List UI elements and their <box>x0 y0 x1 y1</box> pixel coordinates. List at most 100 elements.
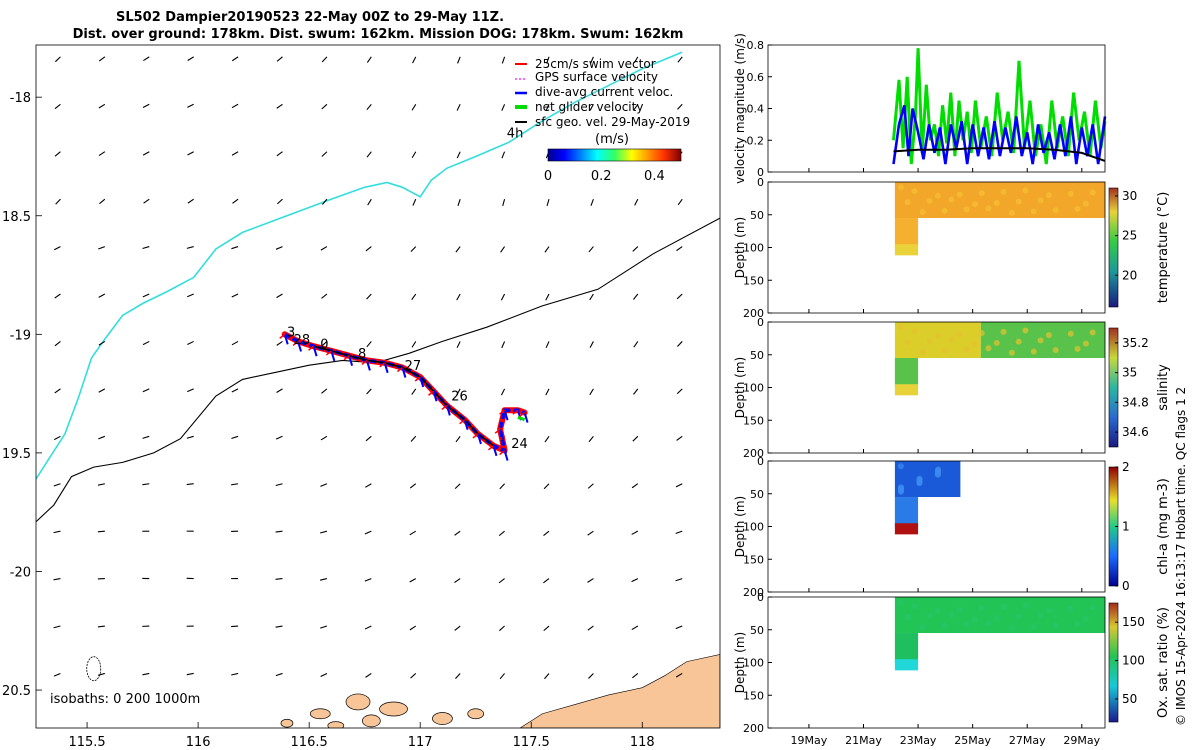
data-sample <box>897 324 904 331</box>
surface-vector <box>187 293 194 298</box>
surface-vector <box>499 483 505 490</box>
date-tick-label: 25May <box>954 734 991 747</box>
surface-vector <box>587 530 594 536</box>
data-sample <box>904 614 911 621</box>
surface-vector <box>276 198 283 205</box>
data-sample <box>948 196 955 203</box>
surface-vector <box>501 56 506 64</box>
track-label: 24 <box>511 437 528 452</box>
data-sample <box>985 345 992 352</box>
data-sample <box>948 336 955 343</box>
map-y-tick-label: -20 <box>10 565 31 580</box>
colorbar-tick-label: 1 <box>1122 520 1130 534</box>
dive-avg-vector <box>503 409 509 421</box>
colorbar-tick-label: 34.8 <box>1122 395 1149 409</box>
surface-vector <box>53 578 61 581</box>
surface-vector <box>366 388 372 395</box>
data-sample <box>935 466 942 473</box>
surface-vector <box>320 625 328 629</box>
surface-vector <box>366 56 372 63</box>
swim-vector <box>441 404 448 411</box>
surface-vector <box>365 435 372 442</box>
colorbar-label-temperature: temperature (°C) <box>1156 192 1171 304</box>
surface-vector <box>231 56 239 62</box>
depth-tick-label: 100 <box>743 657 764 670</box>
swim-vector <box>414 376 421 382</box>
data-sample <box>1030 348 1037 355</box>
swim-vector <box>499 449 506 456</box>
surface-vector <box>456 104 461 111</box>
surface-vector <box>276 340 283 346</box>
map-panel: 328 0 8 27 26 24 4h 115.5 116 116.5 117 117.5 118 -1… <box>2 44 721 750</box>
surface-vector <box>457 198 461 206</box>
surface-vector <box>54 293 61 299</box>
swim-vector <box>396 366 403 373</box>
legend-swim: 25cm/s swim vector <box>535 57 656 71</box>
surface-vector <box>53 483 61 487</box>
island <box>327 721 345 728</box>
map-x-tick-label: 116 <box>186 735 211 750</box>
surface-vector <box>231 340 239 346</box>
surface-vector <box>545 388 550 396</box>
map-frame <box>35 44 721 729</box>
profile-panel-salinity: 0 50 100 150 200 Depth (m) 35.2 35 34.8 34.6 salin… <box>733 316 1171 460</box>
colorbar-tick-label: 35.2 <box>1122 336 1149 350</box>
surface-vector <box>276 293 283 299</box>
surface-vector <box>501 104 506 111</box>
surface-vector <box>54 56 61 63</box>
surface-vector <box>320 483 328 487</box>
data-deep-layer <box>894 633 919 663</box>
surface-vector <box>456 151 461 159</box>
velocity-y-tick-label: 0.4 <box>747 103 765 116</box>
surface-vector <box>543 578 550 584</box>
surface-vector <box>632 435 639 442</box>
depth-tick-label: 50 <box>750 209 764 222</box>
swim-vector <box>279 333 286 339</box>
surface-vector <box>544 673 550 680</box>
data-sample <box>1045 607 1052 614</box>
surface-vector <box>142 435 150 439</box>
surface-vector <box>501 151 506 159</box>
surface-vector <box>502 199 506 207</box>
surface-vector <box>587 483 594 489</box>
data-sample <box>1082 615 1089 622</box>
dive-avg-vector <box>297 341 303 352</box>
surface-vector <box>455 673 461 679</box>
surface-vector <box>500 293 506 301</box>
data-deep-layer <box>894 218 919 248</box>
surface-vector <box>53 625 61 629</box>
surface-vector <box>365 246 372 252</box>
surface-vector <box>365 672 372 678</box>
data-sample <box>985 620 992 627</box>
data-sample <box>941 347 948 354</box>
surface-vector <box>632 246 639 252</box>
data-sample <box>934 192 941 199</box>
data-sample <box>963 206 970 213</box>
surface-vector <box>587 578 594 583</box>
data-sample <box>926 197 933 204</box>
surface-vector <box>142 293 150 298</box>
surface-vector <box>545 341 550 349</box>
surface-vector <box>142 672 150 676</box>
swim-vector <box>459 419 466 425</box>
surface-vector <box>142 483 150 486</box>
swim-vector <box>512 409 519 415</box>
isobath-1000m <box>36 51 683 480</box>
colorbar-label-salinity: salinity <box>1156 364 1171 411</box>
surface-vector <box>457 56 461 64</box>
date-tick-label: 21May <box>845 734 882 747</box>
surface-vector <box>186 435 194 439</box>
surface-vector <box>364 625 372 630</box>
map-x-tick-label: 118 <box>630 735 655 750</box>
data-sample <box>978 605 985 612</box>
date-tick-label: 27May <box>1009 734 1046 747</box>
colorbar-tick-label: 150 <box>1122 615 1145 629</box>
reef <box>86 656 102 682</box>
swim-vector <box>325 350 332 356</box>
surface-vector <box>365 483 372 488</box>
depth-tick-label: 150 <box>743 274 764 287</box>
map-x-tick-label: 117 <box>408 735 433 750</box>
depth-tick-label: 100 <box>743 382 764 395</box>
swim-vector <box>292 340 299 347</box>
data-sample <box>1008 624 1015 631</box>
